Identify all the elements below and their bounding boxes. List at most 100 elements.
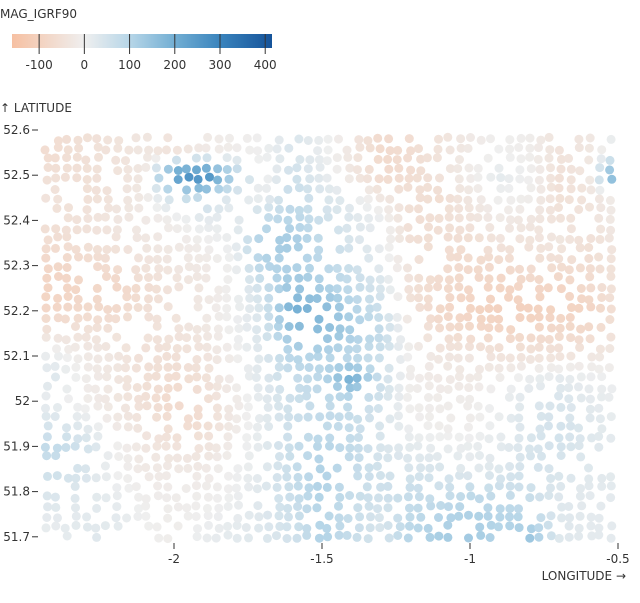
data-point <box>352 295 362 304</box>
data-point <box>543 520 553 530</box>
data-point <box>606 433 616 443</box>
data-point <box>123 165 133 174</box>
data-point <box>355 512 365 522</box>
color-legend: MAG_IGRF90 -100 0 100 200 300 400 <box>0 7 277 72</box>
data-point <box>464 353 474 363</box>
data-point <box>555 193 565 203</box>
data-point <box>313 146 323 156</box>
data-point <box>252 474 262 483</box>
data-point <box>374 333 384 343</box>
data-point <box>444 212 454 222</box>
data-point <box>465 212 475 222</box>
data-point <box>332 185 342 195</box>
data-point <box>231 483 241 493</box>
data-point <box>535 292 545 302</box>
data-point <box>202 313 212 323</box>
data-point <box>164 373 174 383</box>
data-point <box>171 493 181 503</box>
data-point <box>385 285 395 295</box>
data-point <box>151 183 161 193</box>
data-point <box>303 491 313 501</box>
data-point <box>141 391 151 401</box>
data-point <box>100 394 110 404</box>
data-point <box>352 344 362 354</box>
data-point <box>174 264 184 274</box>
data-point <box>352 304 362 314</box>
data-point <box>252 432 262 442</box>
data-point <box>535 253 545 263</box>
data-point <box>576 452 586 462</box>
data-point <box>376 482 386 492</box>
data-point <box>284 412 294 422</box>
data-point <box>595 234 605 244</box>
data-point <box>515 264 524 274</box>
data-point <box>433 282 443 292</box>
data-point <box>544 464 554 474</box>
data-point <box>516 194 526 204</box>
data-point <box>51 521 61 531</box>
data-point <box>222 342 232 352</box>
data-point <box>161 203 171 213</box>
y-tick-label: 51.9 <box>3 439 30 453</box>
data-point <box>365 143 375 153</box>
data-point <box>192 243 202 253</box>
data-point <box>93 262 103 272</box>
data-point <box>525 152 535 162</box>
data-point <box>73 135 83 145</box>
data-point <box>504 253 514 263</box>
data-point <box>556 313 566 323</box>
y-tick-label: 52.6 <box>3 123 30 137</box>
data-point <box>252 484 262 494</box>
data-point <box>484 262 494 272</box>
data-point <box>383 521 393 530</box>
data-point <box>144 273 153 282</box>
data-point <box>423 283 433 293</box>
data-point <box>423 173 433 183</box>
data-point <box>574 235 584 245</box>
data-point <box>282 243 292 253</box>
data-point <box>144 255 154 265</box>
data-point <box>335 244 345 254</box>
data-point <box>544 491 554 500</box>
data-point <box>71 473 81 483</box>
data-point <box>403 182 413 192</box>
data-point <box>43 421 53 431</box>
data-point <box>305 294 315 304</box>
data-point <box>344 452 354 462</box>
data-point <box>343 402 353 412</box>
data-point <box>394 443 404 453</box>
data-point <box>416 166 426 176</box>
data-point <box>395 225 405 235</box>
data-point <box>566 213 576 223</box>
data-point <box>493 195 503 205</box>
data-point <box>515 422 525 432</box>
data-point <box>262 224 271 234</box>
data-point <box>214 311 224 321</box>
data-point <box>214 503 224 513</box>
data-point <box>476 530 486 540</box>
data-point <box>322 302 332 312</box>
data-point <box>524 175 533 185</box>
data-point <box>232 472 242 482</box>
data-point <box>464 422 473 432</box>
data-point <box>465 342 474 352</box>
data-point <box>332 284 342 294</box>
data-point <box>191 452 201 461</box>
data-point <box>92 364 102 374</box>
data-point <box>314 454 324 464</box>
data-point <box>234 215 244 225</box>
data-point <box>293 502 303 511</box>
data-point <box>42 513 52 522</box>
data-point <box>396 335 406 345</box>
data-point <box>435 343 445 353</box>
data-point <box>202 204 212 214</box>
data-point <box>545 194 555 204</box>
data-point <box>506 472 516 482</box>
data-point <box>607 521 617 531</box>
data-point <box>253 392 263 402</box>
data-point <box>302 233 312 243</box>
x-tick-label: -2 <box>168 552 180 566</box>
data-point <box>506 215 515 225</box>
data-point <box>413 523 423 533</box>
data-point <box>597 473 607 483</box>
